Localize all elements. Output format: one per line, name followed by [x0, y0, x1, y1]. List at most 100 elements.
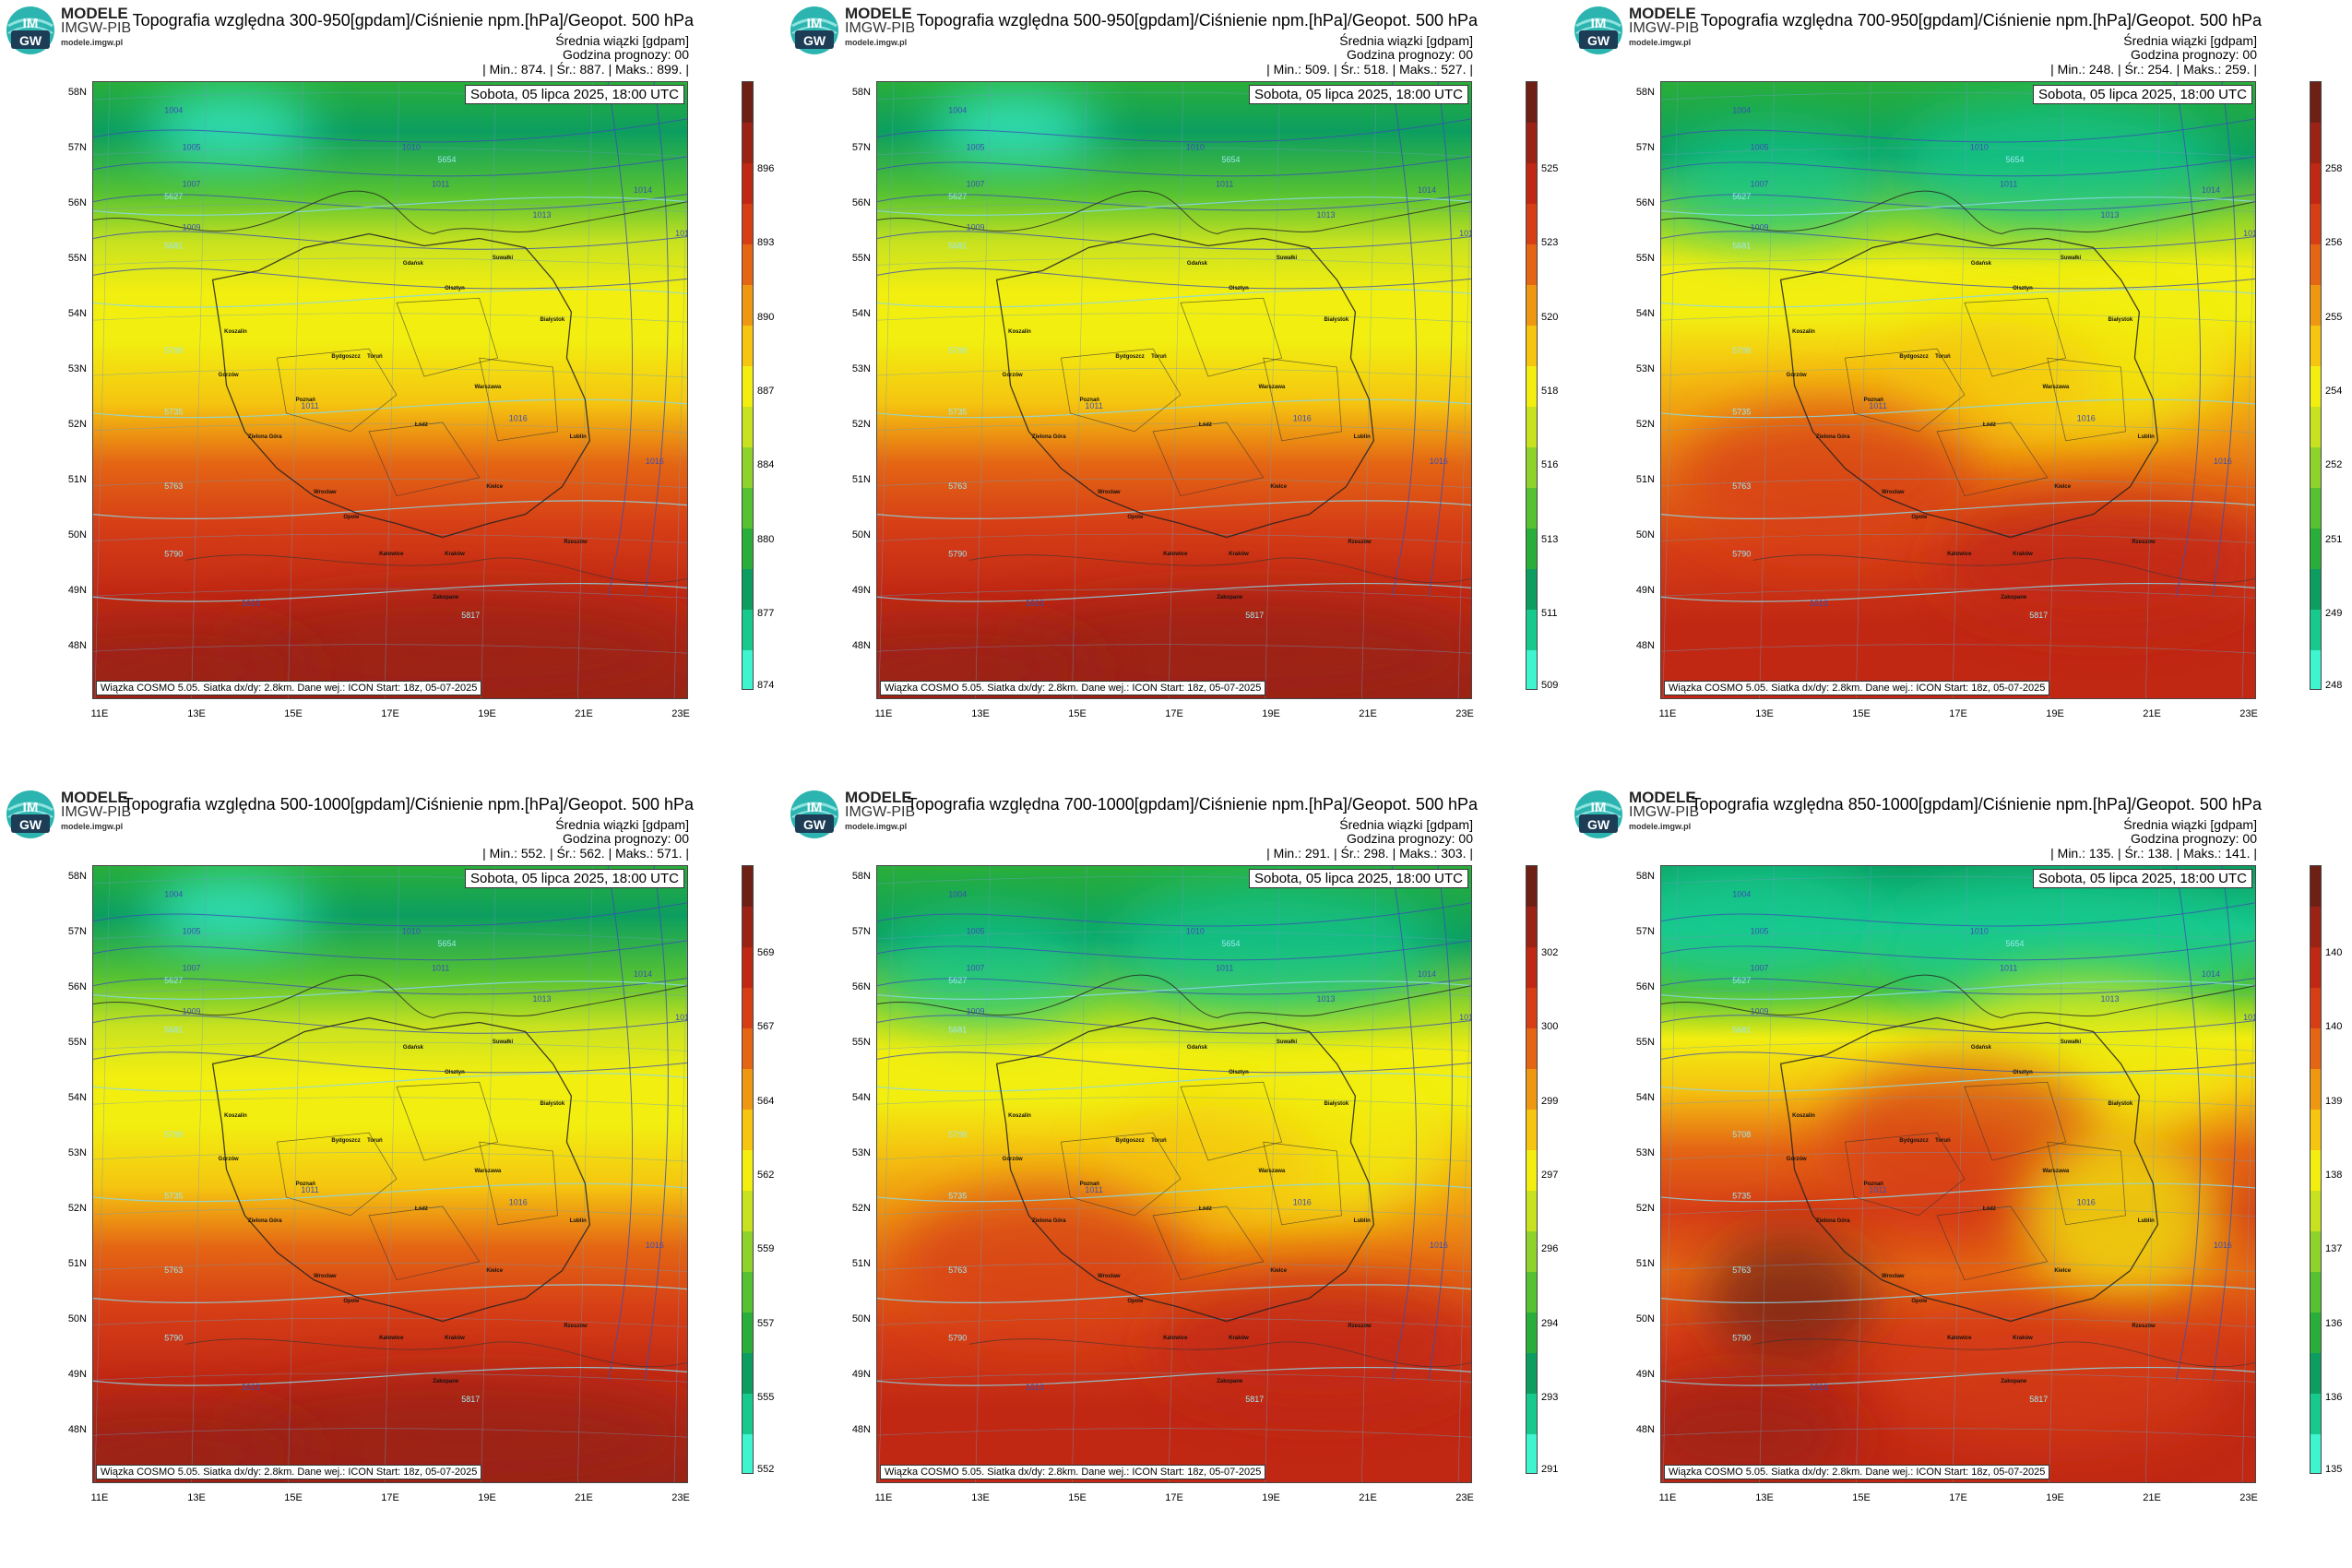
colorbar-tick-label: 518 [1541, 385, 1559, 397]
longitude-label: 21E [2143, 1492, 2161, 1503]
colorbar-segment [742, 927, 753, 948]
pressure-isoline-label: 1011 [432, 180, 449, 189]
colorbar-segment [2310, 508, 2321, 529]
city-label: Olsztyn [445, 1070, 465, 1076]
colorbar-segment [1526, 671, 1537, 689]
city-label: Poznań [1863, 397, 1883, 403]
city-label: Wrocław [1098, 490, 1121, 496]
colorbar-segment [1526, 305, 1537, 327]
geopotential-isoline-label: 5817 [461, 611, 480, 620]
field-stats: | Min.: 509. | Śr.: 518. | Maks.: 527. | [1266, 62, 1473, 77]
colorbar-tick-label: 139 [2325, 1095, 2343, 1107]
geopotential-isoline-label: 5654 [2006, 939, 2025, 948]
brand-site[interactable]: modele.imgw.pl [1629, 822, 1692, 831]
longitude-label: 15E [284, 708, 303, 719]
pressure-isoline-label: 1013 [1026, 1383, 1044, 1392]
city-label: Koszalin [1008, 1113, 1031, 1119]
imgw-logo: IM GW [1574, 790, 1622, 838]
pressure-isoline-label: 1013 [1810, 599, 1828, 608]
brand-site[interactable]: modele.imgw.pl [845, 38, 908, 47]
panel-subtitle: Średnia wiązki [gdpam] [2123, 33, 2257, 48]
pressure-isoline-label: 1015 [675, 229, 687, 238]
city-label: Poznań [1863, 1181, 1883, 1187]
field-stats: | Min.: 291. | Śr.: 298. | Maks.: 303. | [1266, 846, 1473, 861]
latitude-label: 50N [1635, 529, 1655, 540]
colorbar-segment [742, 123, 753, 144]
colorbar-segment [2310, 988, 2321, 1009]
colorbar-tick-label: 136 [2325, 1317, 2343, 1329]
geopotential-isoline-label: 5763 [1732, 481, 1751, 491]
latitude-label: 50N [1635, 1313, 1655, 1324]
brand-site[interactable]: modele.imgw.pl [61, 38, 124, 47]
brand-site[interactable]: modele.imgw.pl [61, 822, 124, 831]
colorbar-tick-label: 557 [757, 1317, 775, 1329]
city-label: Białystok [2108, 1100, 2133, 1107]
colorbar-tick-label: 135 [2325, 1464, 2343, 1475]
geopotential-isoline-label: 5708 [1732, 346, 1751, 355]
geopotential-isoline-label: 5681 [1732, 1025, 1751, 1034]
geopotential-isoline-label: 5763 [1732, 1265, 1751, 1275]
latitude-label: 48N [851, 640, 871, 651]
forecast-hour: Godzina prognozy: 00 [2131, 831, 2257, 846]
city-label: Gdańsk [1970, 261, 1991, 267]
pressure-isoline-label: 1013 [1810, 1383, 1828, 1392]
pressure-isoline-label: 1015 [1459, 1013, 1471, 1022]
city-label: Kraków [2013, 552, 2033, 558]
colorbar-segment [742, 407, 753, 428]
latitude-label: 49N [1635, 585, 1655, 596]
colorbar-segment [742, 427, 753, 448]
colorbar-segment [1526, 224, 1537, 245]
svg-text:IM: IM [23, 16, 39, 31]
longitude-label: 15E [284, 1492, 303, 1503]
brand-site[interactable]: modele.imgw.pl [845, 822, 908, 831]
colorbar-tick-label: 258 [2325, 163, 2343, 174]
colorbar-segment [1526, 1049, 1537, 1070]
colorbar-segment [742, 1231, 753, 1253]
colorbar [742, 865, 754, 1474]
city-label: Poznań [1079, 397, 1099, 403]
colorbar [1526, 81, 1538, 690]
colorbar-segment [2310, 927, 2321, 948]
latitude-label: 54N [67, 308, 87, 319]
colorbar-segment [1526, 968, 1537, 989]
longitude-label: 11E [1658, 708, 1677, 719]
latitude-label: 49N [851, 585, 871, 596]
city-label: Kielce [2054, 1267, 2072, 1274]
pressure-isoline-label: 1014 [2202, 185, 2220, 195]
colorbar-segment [742, 1373, 753, 1395]
longitude-label: 21E [575, 708, 593, 719]
geopotential-isoline-label: 5763 [164, 481, 183, 491]
city-label: Gorzów [1002, 1156, 1023, 1162]
colorbar-segment [2310, 326, 2321, 347]
colorbar-tick-label: 255 [2325, 311, 2343, 323]
colorbar-segment [1526, 407, 1537, 428]
colorbar-segment [2310, 346, 2321, 367]
geopotential-isoline-label: 5681 [1732, 241, 1751, 250]
city-label: Koszalin [1008, 329, 1031, 335]
geopotential-isoline-label: 5627 [164, 976, 183, 985]
colorbar-segment [742, 1211, 753, 1232]
city-label: Toruń [1151, 353, 1167, 360]
latitude-label: 54N [851, 1092, 871, 1103]
city-label: Łódź [414, 422, 428, 428]
valid-date-box: Sobota, 05 lipca 2025, 18:00 UTC [2033, 85, 2252, 104]
colorbar-segment [742, 305, 753, 327]
pressure-isoline-label: 1013 [533, 994, 552, 1004]
colorbar-segment [2310, 427, 2321, 448]
colorbar-segment [742, 326, 753, 347]
brand-org: IMGW-PIB [61, 804, 132, 820]
forecast-hour: Godzina prognozy: 00 [2131, 47, 2257, 62]
pressure-isoline-label: 1013 [242, 599, 260, 608]
pressure-isoline-label: 1011 [2000, 180, 2017, 189]
brand-block: MODELE IMGW-PIB modele.imgw.pl [1629, 6, 1699, 47]
city-label: Katowice [1947, 552, 1972, 558]
brand-block: MODELE IMGW-PIB modele.imgw.pl [845, 790, 915, 831]
geopotential-isoline-label: 5654 [438, 155, 457, 164]
svg-text:GW: GW [19, 817, 42, 832]
longitude-label: 17E [1165, 708, 1183, 719]
panel-subtitle: Średnia wiązki [gdpam] [1339, 33, 1473, 48]
brand-site[interactable]: modele.imgw.pl [1629, 38, 1692, 47]
colorbar-tick-label: 516 [1541, 459, 1559, 471]
pressure-isoline-label: 1011 [1216, 964, 1233, 973]
colorbar-segment [2310, 224, 2321, 245]
